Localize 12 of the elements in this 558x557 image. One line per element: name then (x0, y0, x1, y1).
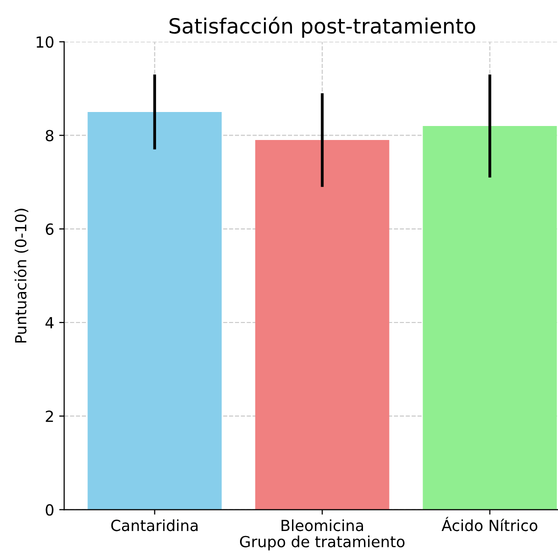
chart-title: Satisfacción post-tratamiento (170, 16, 476, 38)
y-tick-label: 2 (46, 410, 53, 422)
x-tick-label: Cantaridina (111, 519, 198, 532)
y-axis-title: Puntuación (0-10) (14, 208, 28, 342)
x-axis-title: Grupo de tratamiento (240, 536, 405, 550)
x-tick-label: Bleomicina (282, 519, 363, 532)
y-tick-label: 0 (46, 504, 54, 516)
y-tick-label: 10 (36, 36, 54, 48)
y-tick-label: 8 (46, 130, 54, 142)
y-tick-label: 4 (45, 317, 54, 328)
x-tick-label: Ácido Nítrico (442, 516, 538, 532)
y-tick-label: 6 (46, 223, 54, 235)
